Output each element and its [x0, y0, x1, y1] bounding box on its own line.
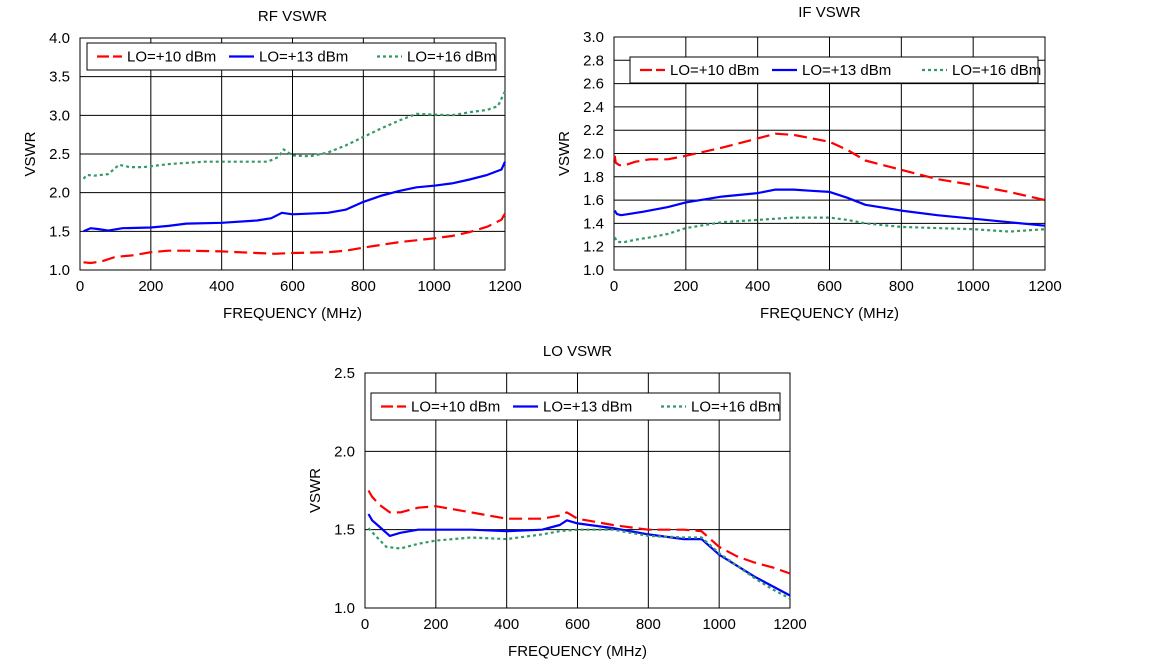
x-tick-label: 800 [351, 278, 376, 295]
y-tick-label: 2.0 [49, 185, 70, 202]
y-tick-label: 2.2 [583, 122, 604, 139]
y-tick-label: 3.0 [583, 29, 604, 46]
legend-box [370, 392, 781, 421]
chart-1: IF VSWR 0 200 400 600 800 1000 1200 1.0 1.2 1.4 1.6… [556, 4, 1062, 322]
y-tick-label: 1.0 [583, 262, 604, 279]
chart-2: LO VSWR 0 200 400 600 800 1000 1200 1.0 1.5 2.0 2.5… [307, 343, 807, 660]
x-tick-label: 200 [423, 616, 448, 633]
x-tick-label: 0 [610, 278, 618, 295]
y-tick-label: 2.8 [583, 52, 604, 69]
series-line-0 [367, 489, 791, 575]
series-line-1 [613, 188, 1046, 227]
x-tick-label: 800 [889, 278, 914, 295]
x-tick-label: 1000 [956, 278, 989, 295]
x-tick-label: 1200 [488, 278, 521, 295]
y-tick-label: 1.2 [583, 239, 604, 256]
legend-label: LO=+16 dBm [407, 49, 496, 66]
y-tick-label: 1.4 [583, 215, 604, 232]
x-axis-label: FREQUENCY (MHz) [223, 305, 362, 322]
x-tick-label: 400 [494, 616, 519, 633]
x-tick-label: 600 [565, 616, 590, 633]
series-line-1 [367, 513, 791, 597]
y-tick-label: 4.0 [49, 30, 70, 47]
plot-frame [613, 36, 1046, 271]
series-line-0 [613, 132, 1046, 202]
x-tick-label: 400 [745, 278, 770, 295]
y-tick-label: 1.0 [49, 262, 70, 279]
y-axis-label: VSWR [556, 131, 573, 176]
y-tick-label: 1.0 [334, 600, 355, 617]
x-tick-label: 600 [280, 278, 305, 295]
y-tick-label: 3.5 [49, 69, 70, 86]
y-axis-label: VSWR [307, 468, 324, 513]
y-axis-label: VSWR [22, 131, 39, 176]
y-tick-label: 1.5 [334, 522, 355, 539]
legend-label: LO=+13 dBm [259, 49, 348, 66]
series-line-1 [83, 161, 507, 233]
x-axis-label: FREQUENCY (MHz) [760, 305, 899, 322]
legend-box [86, 42, 497, 71]
y-tick-label: 2.0 [334, 443, 355, 460]
y-tick-label: 1.5 [49, 223, 70, 240]
chart-title: IF VSWR [798, 4, 861, 21]
series-line-2 [82, 90, 506, 180]
legend-label: LO=+13 dBm [802, 62, 891, 79]
x-tick-label: 1000 [417, 278, 450, 295]
x-tick-label: 600 [817, 278, 842, 295]
x-axis-label: FREQUENCY (MHz) [508, 643, 647, 660]
legend-label: LO=+10 dBm [670, 62, 759, 79]
x-tick-label: 200 [138, 278, 163, 295]
y-tick-label: 3.0 [49, 107, 70, 124]
y-tick-label: 1.8 [583, 169, 604, 186]
legend-label: LO=+10 dBm [411, 399, 500, 416]
x-tick-label: 200 [673, 278, 698, 295]
legend: LO=+10 dBm LO=+13 dBm LO=+16 dBm [86, 42, 497, 71]
legend: LO=+10 dBm LO=+13 dBm LO=+16 dBm [629, 56, 1041, 84]
x-tick-label: 1200 [773, 616, 806, 633]
x-tick-label: 400 [209, 278, 234, 295]
x-tick-label: 1200 [1028, 278, 1061, 295]
y-tick-label: 2.6 [583, 76, 604, 93]
legend-label: LO=+13 dBm [543, 399, 632, 416]
series-line-2 [613, 216, 1046, 244]
x-tick-label: 800 [636, 616, 661, 633]
x-tick-label: 0 [76, 278, 84, 295]
y-tick-label: 2.0 [583, 146, 604, 163]
y-tick-label: 1.6 [583, 192, 604, 209]
series-line-0 [83, 212, 506, 265]
plot-frame [364, 372, 791, 609]
chart-title: RF VSWR [258, 8, 327, 25]
x-tick-label: 0 [361, 616, 369, 633]
legend-label: LO=+16 dBm [691, 399, 780, 416]
series-line-2 [367, 527, 791, 600]
legend-label: LO=+16 dBm [952, 62, 1041, 79]
chart-title: LO VSWR [543, 343, 612, 360]
legend-label: LO=+10 dBm [127, 49, 216, 66]
y-tick-label: 2.4 [583, 99, 604, 116]
legend-box [629, 56, 1039, 84]
chart-0: RF VSWR 0 200 400 600 800 1000 1200 1.0 1.5 2.0 2.5… [22, 8, 522, 322]
x-tick-label: 1000 [702, 616, 735, 633]
y-tick-label: 2.5 [49, 146, 70, 163]
y-tick-label: 2.5 [334, 365, 355, 382]
plot-frame [79, 37, 506, 271]
legend: LO=+10 dBm LO=+13 dBm LO=+16 dBm [370, 392, 781, 421]
